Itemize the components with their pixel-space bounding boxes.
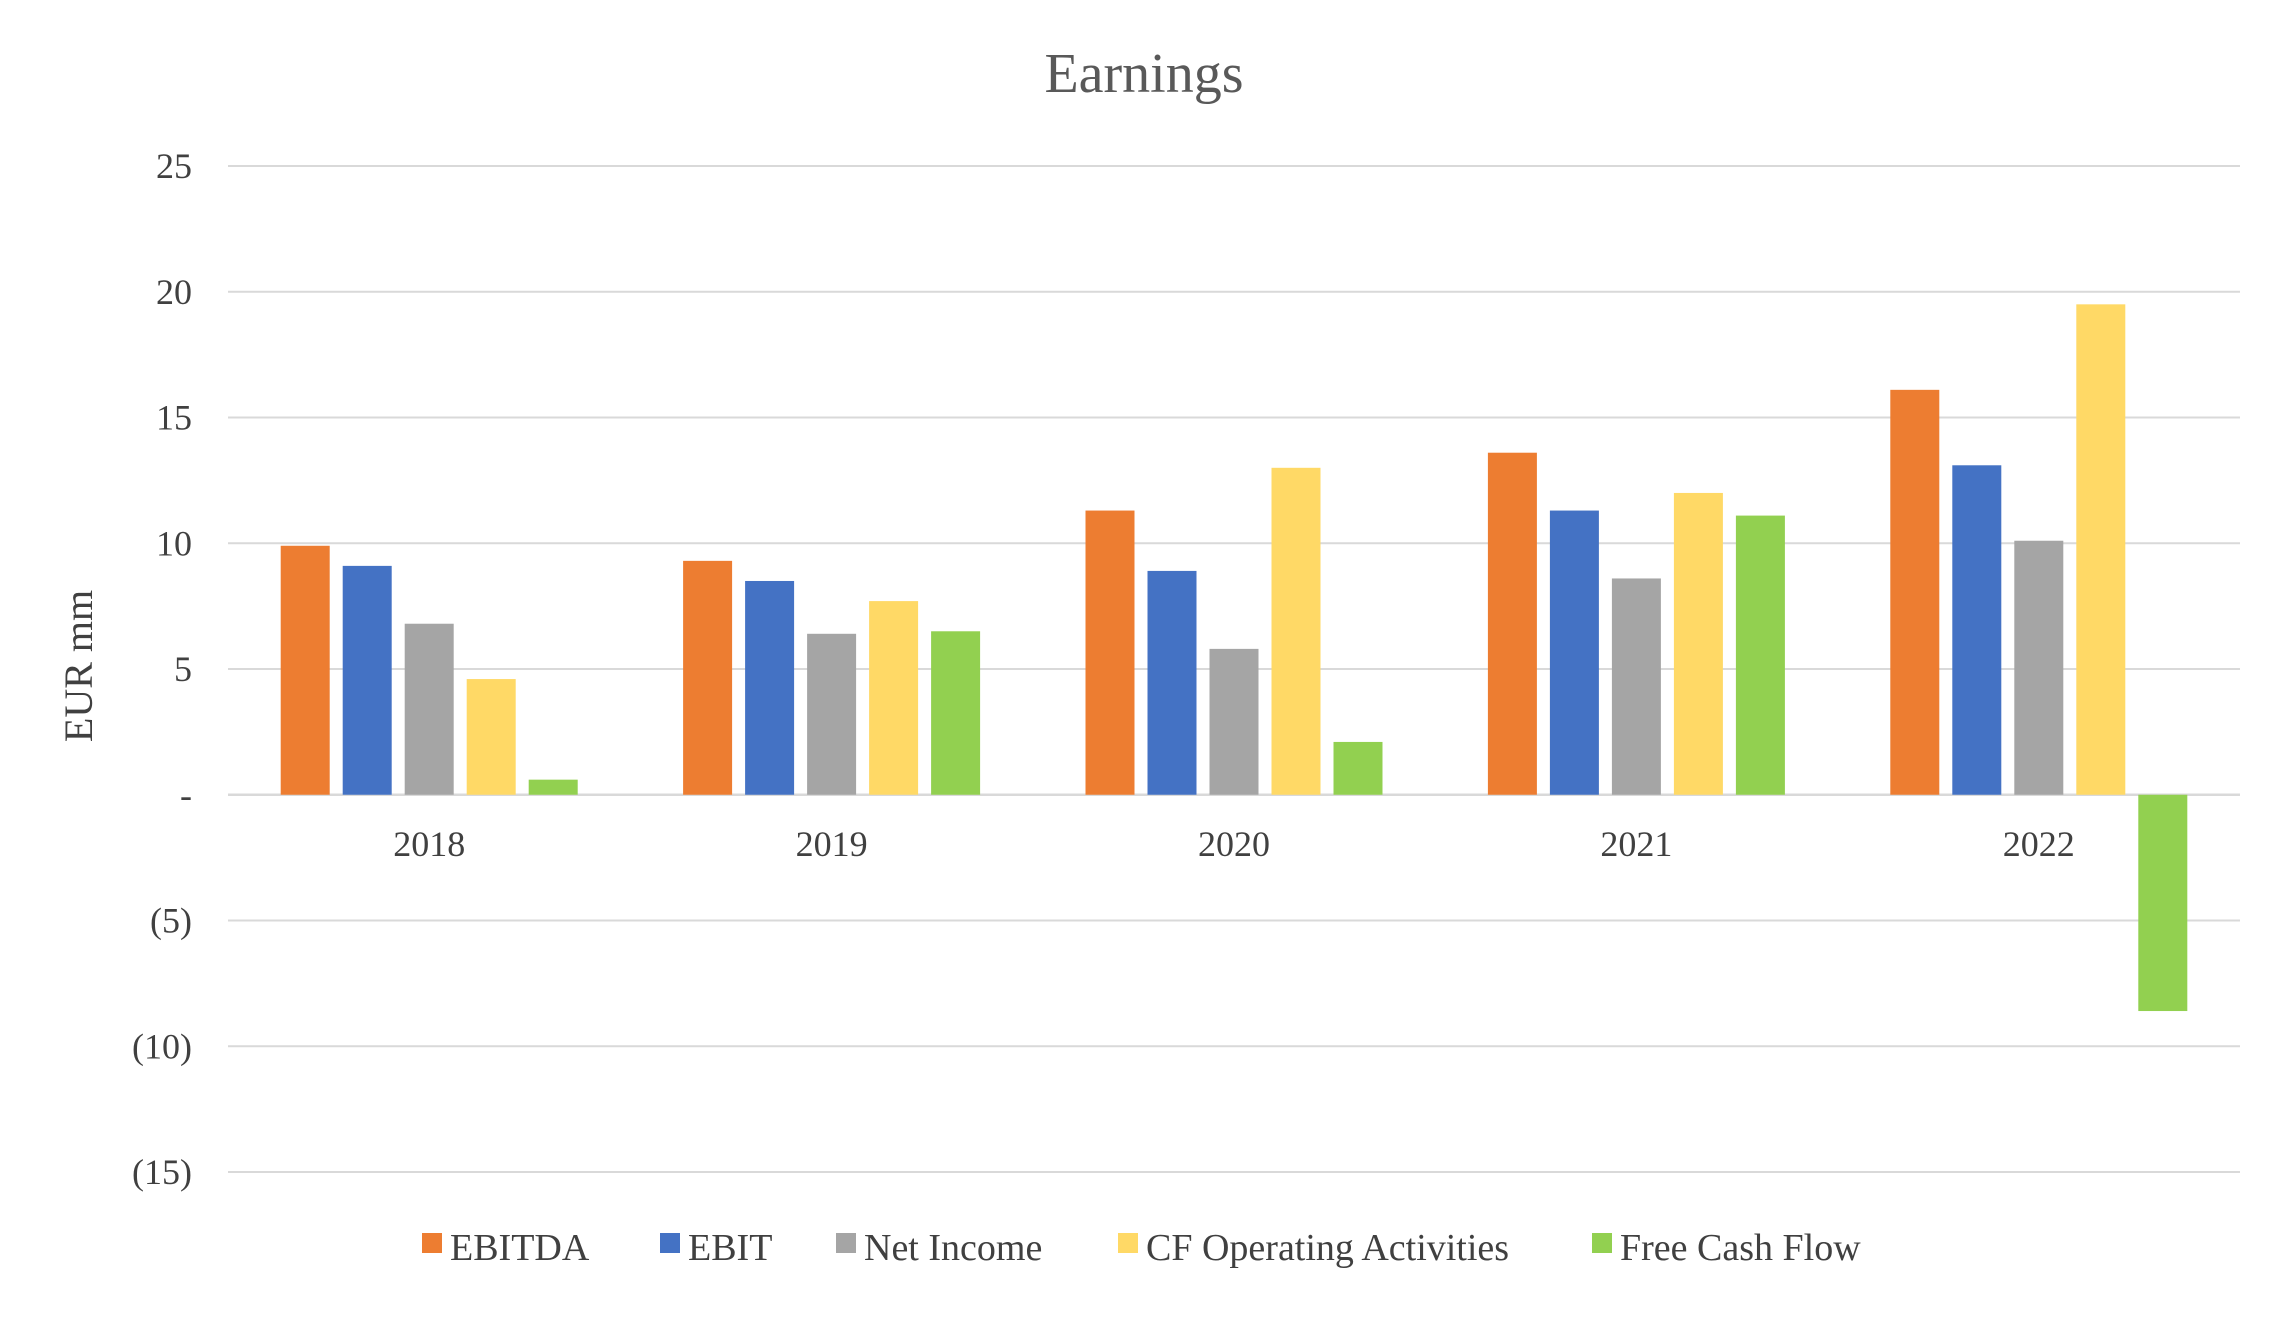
legend-swatch-ebit <box>660 1233 680 1253</box>
bar-cf-operating-activities-2022 <box>2076 304 2126 795</box>
bar-net-income-2019 <box>807 633 857 795</box>
y-tick-label: (5) <box>150 901 192 941</box>
bar-net-income-2018 <box>404 623 454 795</box>
bar-net-income-2021 <box>1611 578 1661 795</box>
y-tick-label: - <box>180 775 192 815</box>
legend-label-cf-operating-activities: CF Operating Activities <box>1146 1227 1509 1269</box>
x-tick-label: 2022 <box>2003 824 2075 864</box>
y-tick-label: 25 <box>156 146 192 186</box>
legend-label-ebit: EBIT <box>688 1227 772 1269</box>
legend-label-ebitda: EBITDA <box>450 1227 590 1269</box>
y-tick-label: 15 <box>156 398 192 438</box>
x-axis-ticks: 2018 2019 2020 2021 2022 <box>393 824 2075 864</box>
bars <box>280 304 2188 1012</box>
bar-cf-operating-activities-2019 <box>869 601 919 795</box>
bar-cf-operating-activities-2021 <box>1673 492 1723 795</box>
bar-free-cash-flow-2022 <box>2138 794 2188 1012</box>
legend: EBITDA EBIT Net Income CF Operating Activit… <box>422 1227 1861 1269</box>
bar-ebit-2020 <box>1147 570 1197 795</box>
bar-net-income-2020 <box>1209 648 1259 795</box>
bar-cf-operating-activities-2018 <box>466 679 516 795</box>
y-tick-label: 10 <box>156 523 192 563</box>
bar-ebit-2019 <box>745 580 795 795</box>
bar-ebitda-2019 <box>683 560 733 795</box>
bar-ebit-2018 <box>342 565 392 795</box>
bar-free-cash-flow-2019 <box>931 631 981 795</box>
legend-label-net-income: Net Income <box>864 1227 1042 1269</box>
y-axis-ticks: 25 20 15 10 5 - (5) (10) (15) <box>132 146 192 1192</box>
legend-swatch-cf-operating-activities <box>1118 1233 1138 1253</box>
y-axis-label: EUR mm <box>56 590 101 742</box>
legend-swatch-ebitda <box>422 1233 442 1253</box>
bar-ebit-2022 <box>1952 465 2002 795</box>
chart-title: Earnings <box>1044 43 1243 105</box>
bar-cf-operating-activities-2020 <box>1271 467 1321 795</box>
y-tick-label: 20 <box>156 272 192 312</box>
x-tick-label: 2021 <box>1600 824 1672 864</box>
x-tick-label: 2019 <box>796 824 868 864</box>
bar-ebitda-2020 <box>1085 510 1135 795</box>
bar-ebitda-2022 <box>1890 389 1940 795</box>
bar-free-cash-flow-2021 <box>1735 515 1785 795</box>
y-tick-label: (15) <box>132 1152 192 1192</box>
legend-label-free-cash-flow: Free Cash Flow <box>1620 1227 1861 1269</box>
legend-swatch-free-cash-flow <box>1592 1233 1612 1253</box>
bar-ebitda-2018 <box>280 545 330 795</box>
y-tick-label: 5 <box>174 649 192 689</box>
bar-free-cash-flow-2018 <box>528 779 578 795</box>
bar-ebitda-2021 <box>1487 452 1537 795</box>
x-tick-label: 2020 <box>1198 824 1270 864</box>
bar-ebit-2021 <box>1549 510 1599 795</box>
y-tick-label: (10) <box>132 1026 192 1066</box>
x-tick-label: 2018 <box>393 824 465 864</box>
bar-free-cash-flow-2020 <box>1333 741 1383 795</box>
legend-swatch-net-income <box>836 1233 856 1253</box>
bar-net-income-2022 <box>2014 540 2064 795</box>
